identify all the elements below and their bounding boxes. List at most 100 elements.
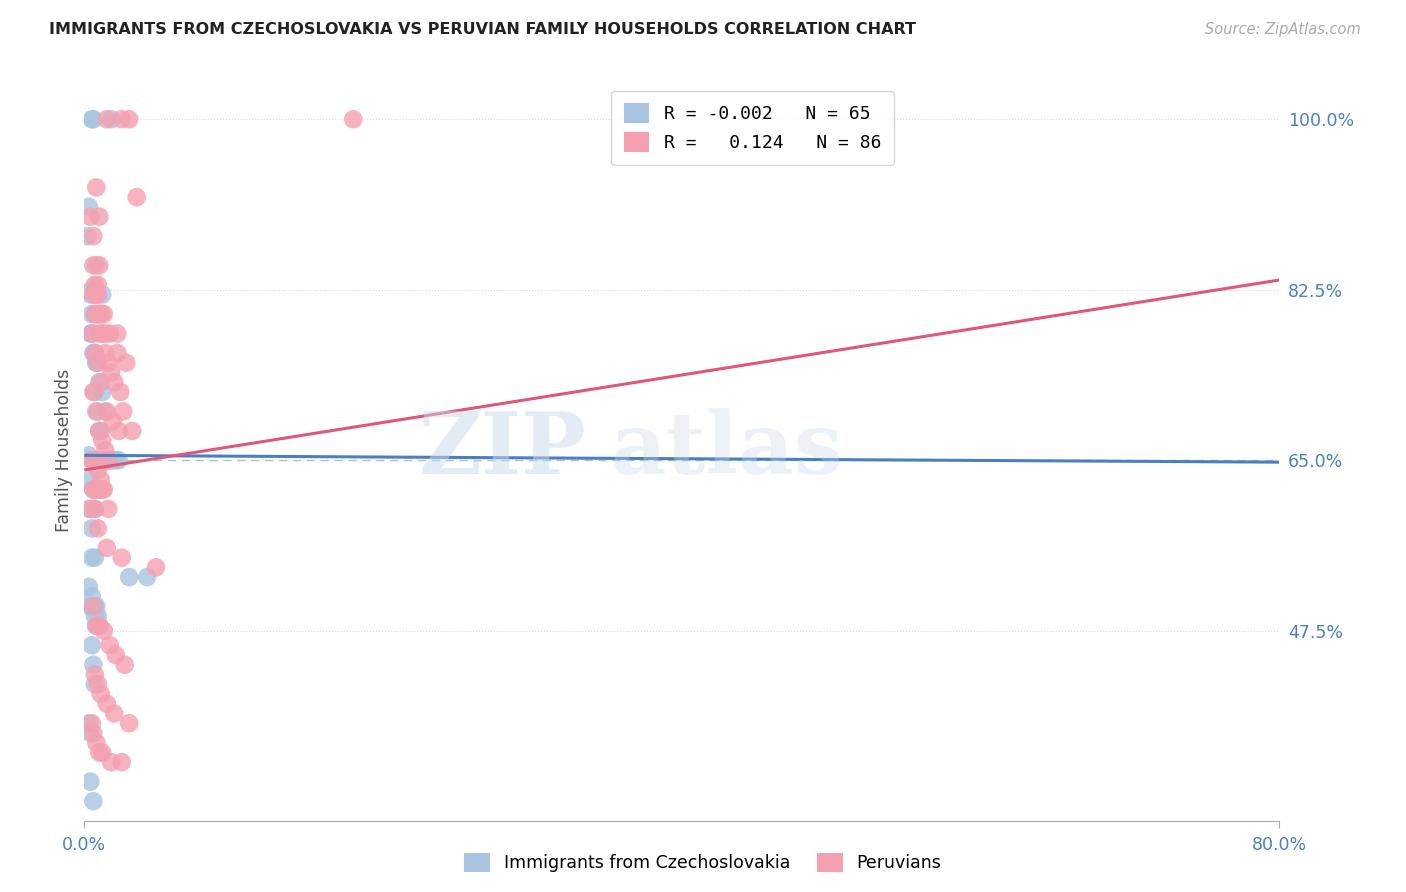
Point — [80, 453, 103, 467]
Point — [83, 677, 105, 691]
Point — [80, 307, 103, 321]
Point — [79, 774, 101, 789]
Point — [91, 434, 114, 448]
Point — [118, 570, 141, 584]
Point — [111, 755, 134, 769]
Point — [89, 259, 111, 273]
Point — [91, 326, 114, 341]
Point — [83, 307, 105, 321]
Point — [94, 326, 117, 341]
Point — [96, 112, 118, 127]
Legend: Immigrants from Czechoslovakia, Peruvians: Immigrants from Czechoslovakia, Peruvian… — [457, 846, 949, 879]
Point — [83, 346, 105, 360]
Point — [94, 443, 117, 458]
Point — [83, 667, 105, 681]
Point — [104, 648, 127, 662]
Point — [82, 599, 104, 614]
Point — [86, 259, 108, 273]
Text: Source: ZipAtlas.com: Source: ZipAtlas.com — [1205, 22, 1361, 37]
Point — [136, 570, 159, 584]
Point — [90, 453, 112, 467]
Point — [89, 483, 111, 497]
Point — [94, 404, 117, 418]
Point — [105, 346, 128, 360]
Point — [115, 356, 138, 370]
Point — [79, 326, 101, 341]
Point — [101, 414, 124, 428]
Point — [83, 384, 105, 399]
Text: IMMIGRANTS FROM CZECHOSLOVAKIA VS PERUVIAN FAMILY HOUSEHOLDS CORRELATION CHART: IMMIGRANTS FROM CZECHOSLOVAKIA VS PERUVI… — [49, 22, 917, 37]
Point — [89, 619, 111, 633]
Point — [80, 521, 103, 535]
Legend: R = -0.002   N = 65, R =   0.124   N = 86: R = -0.002 N = 65, R = 0.124 N = 86 — [612, 91, 894, 165]
Point — [83, 599, 105, 614]
Point — [82, 229, 104, 244]
Point — [80, 550, 103, 565]
Point — [83, 502, 105, 516]
Point — [82, 726, 104, 740]
Point — [90, 473, 112, 487]
Point — [82, 326, 104, 341]
Point — [82, 259, 104, 273]
Point — [76, 229, 98, 244]
Point — [86, 307, 108, 321]
Point — [77, 448, 100, 462]
Point — [86, 287, 108, 301]
Point — [83, 609, 105, 624]
Point — [86, 287, 108, 301]
Point — [98, 453, 121, 467]
Point — [86, 356, 108, 370]
Point — [110, 384, 132, 399]
Point — [105, 326, 128, 341]
Point — [96, 697, 118, 711]
Point — [77, 502, 100, 516]
Point — [93, 483, 115, 497]
Point — [87, 453, 110, 467]
Point — [86, 180, 108, 194]
Point — [114, 657, 136, 672]
Point — [89, 746, 111, 760]
Point — [82, 599, 104, 614]
Point — [342, 112, 364, 127]
Point — [89, 326, 111, 341]
Point — [79, 599, 101, 614]
Point — [83, 550, 105, 565]
Point — [118, 716, 141, 731]
Point — [90, 687, 112, 701]
Point — [98, 326, 121, 341]
Point — [80, 453, 103, 467]
Point — [86, 483, 108, 497]
Point — [96, 404, 118, 418]
Point — [80, 716, 103, 731]
Point — [82, 657, 104, 672]
Point — [107, 424, 129, 438]
Point — [83, 346, 105, 360]
Point — [89, 307, 111, 321]
Point — [80, 326, 103, 341]
Point — [89, 619, 111, 633]
Point — [96, 453, 118, 467]
Text: ZIP: ZIP — [419, 409, 586, 492]
Point — [89, 307, 111, 321]
Point — [79, 210, 101, 224]
Point — [82, 599, 104, 614]
Point — [103, 376, 125, 390]
Point — [83, 307, 105, 321]
Point — [89, 424, 111, 438]
Point — [100, 366, 122, 380]
Point — [107, 453, 129, 467]
Point — [89, 210, 111, 224]
Point — [82, 483, 104, 497]
Point — [94, 346, 117, 360]
Point — [111, 112, 134, 127]
Point — [87, 356, 110, 370]
Point — [91, 483, 114, 497]
Point — [103, 706, 125, 721]
Text: atlas: atlas — [610, 409, 842, 492]
Point — [87, 277, 110, 292]
Point — [87, 609, 110, 624]
Point — [86, 483, 108, 497]
Point — [86, 619, 108, 633]
Point — [82, 112, 104, 127]
Point — [97, 502, 120, 516]
